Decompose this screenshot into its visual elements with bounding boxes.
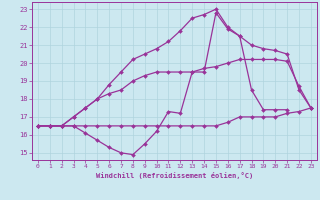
- X-axis label: Windchill (Refroidissement éolien,°C): Windchill (Refroidissement éolien,°C): [96, 172, 253, 179]
